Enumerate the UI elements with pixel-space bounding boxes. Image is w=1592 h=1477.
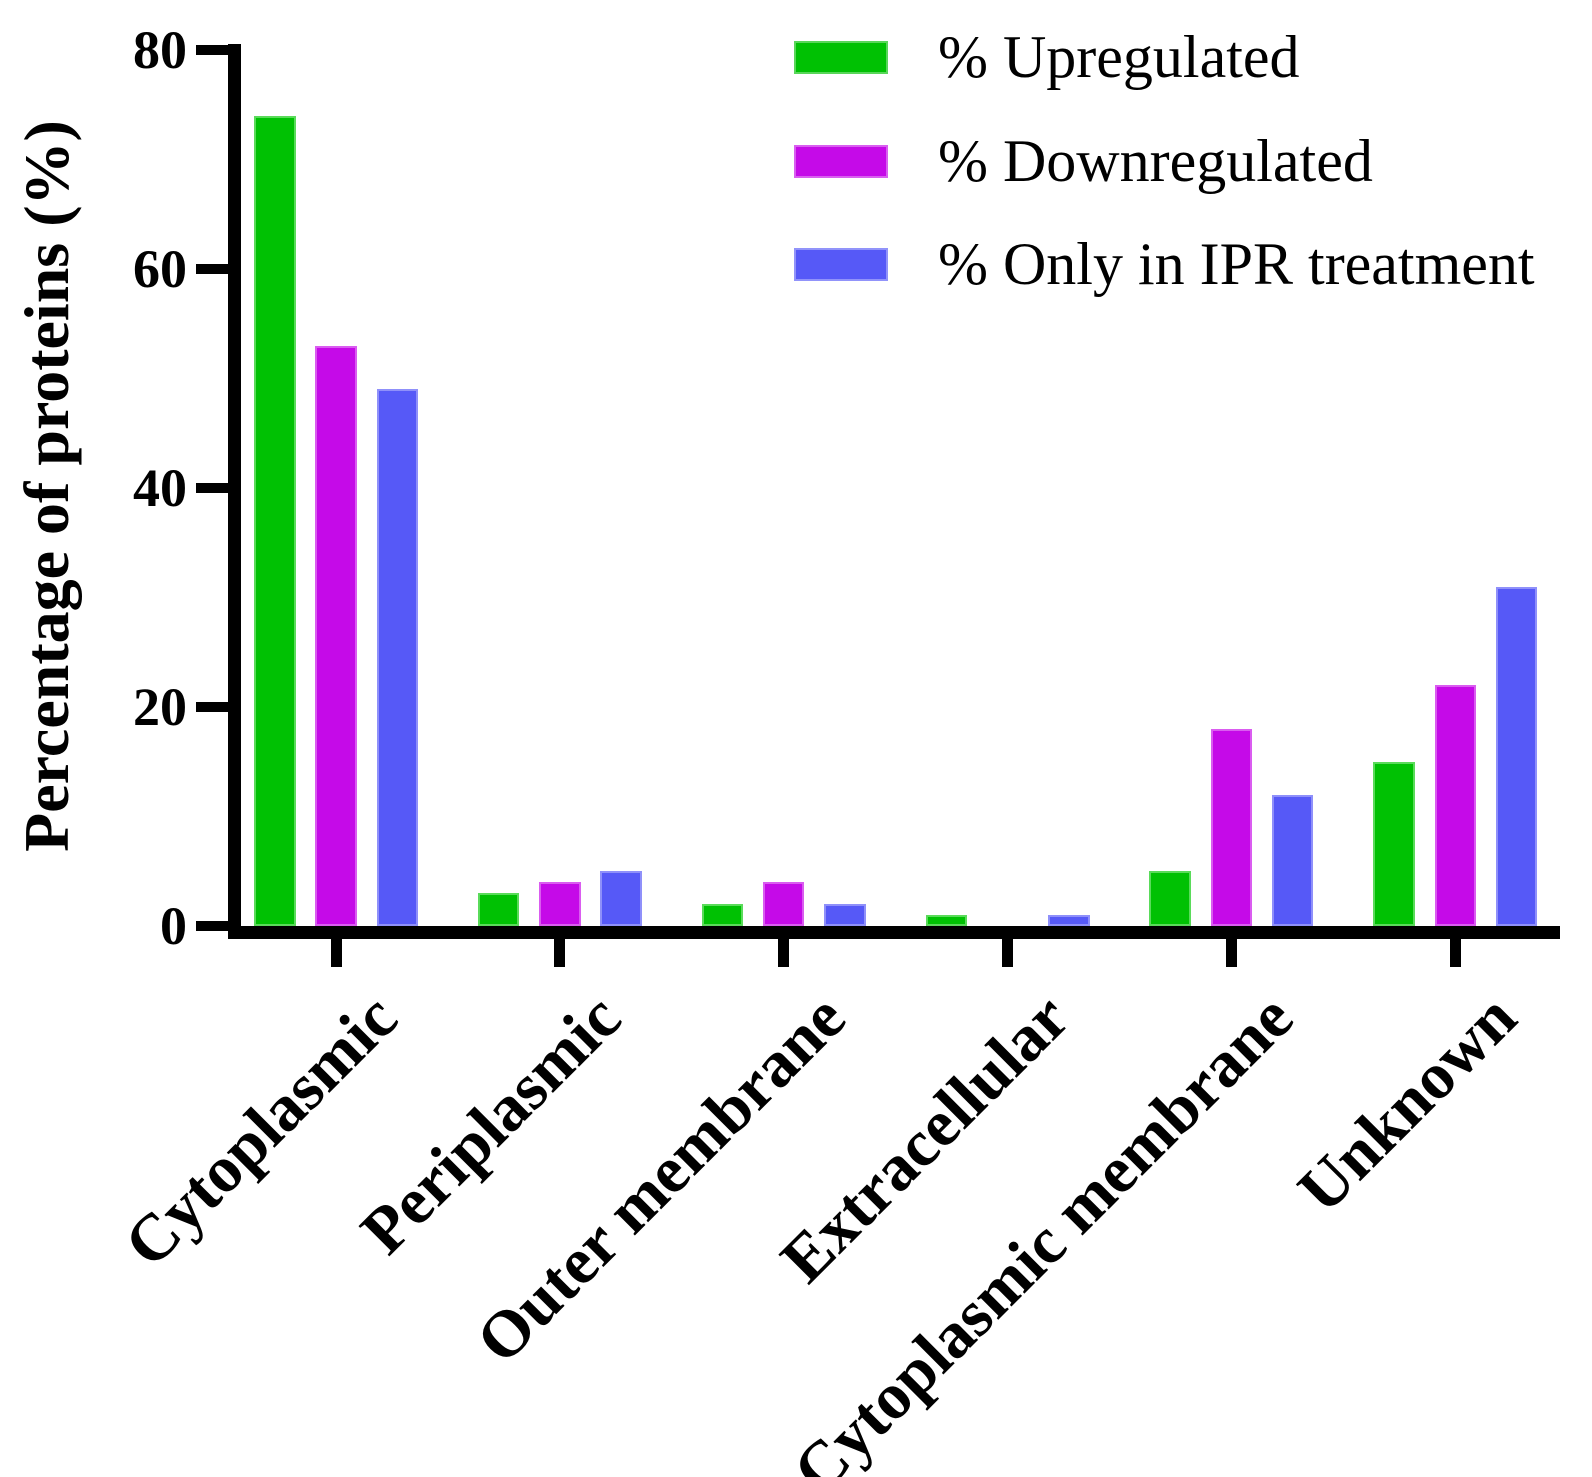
y-tick-label-20: 20	[133, 677, 187, 737]
x-tick-periplasmic	[554, 939, 566, 967]
bar-only-in-ipr-treatment-cytoplasmic	[376, 389, 418, 926]
bar-upregulated-cytoplasmic-membrane	[1149, 871, 1191, 926]
x-tick-unknown	[1449, 939, 1461, 967]
legend-label-only-in-ipr-treatment: % Only in IPR treatment	[938, 231, 1535, 297]
bar-only-in-ipr-treatment-cytoplasmic-membrane	[1271, 794, 1314, 926]
bar-upregulated-outer-membrane	[701, 904, 744, 926]
bar-downregulated-outer-membrane	[762, 882, 805, 926]
x-tick-cytoplasmic-membrane	[1225, 939, 1237, 967]
bar-upregulated-cytoplasmic	[254, 115, 296, 926]
y-tick-40	[196, 483, 230, 493]
bar-upregulated-extracellular	[925, 915, 968, 926]
bar-only-in-ipr-treatment-outer-membrane	[824, 904, 866, 926]
legend-label-downregulated: % Downregulated	[938, 128, 1373, 194]
legend-item-upregulated: % Upregulated	[794, 24, 1300, 90]
y-tick-label-0: 0	[160, 896, 187, 956]
legend-swatch-downregulated	[794, 144, 888, 178]
y-tick-label-60: 60	[133, 239, 187, 299]
y-tick-60	[196, 264, 230, 274]
legend-label-upregulated: % Upregulated	[938, 24, 1300, 90]
bar-upregulated-unknown	[1373, 761, 1415, 926]
bar-downregulated-cytoplasmic	[315, 345, 357, 926]
legend-swatch-upregulated	[794, 40, 888, 74]
bar-only-in-ipr-treatment-unknown	[1495, 586, 1538, 926]
bar-only-in-ipr-treatment-extracellular	[1048, 915, 1090, 926]
x-axis-line	[228, 926, 1560, 939]
y-tick-label-40: 40	[133, 458, 187, 518]
x-tick-extracellular	[1002, 939, 1014, 967]
bar-downregulated-unknown	[1434, 685, 1477, 926]
bar-downregulated-periplasmic	[539, 882, 581, 926]
x-axis-label-unknown: Unknown	[1284, 980, 1531, 1227]
y-tick-20	[196, 702, 230, 712]
bar-upregulated-periplasmic	[477, 893, 520, 926]
y-axis-line	[228, 44, 241, 939]
bar-only-in-ipr-treatment-periplasmic	[600, 871, 642, 926]
x-tick-outer-membrane	[778, 939, 790, 967]
y-tick-0	[196, 921, 230, 931]
bar-downregulated-cytoplasmic-membrane	[1210, 728, 1253, 926]
legend-item-only-in-ipr-treatment: % Only in IPR treatment	[794, 231, 1535, 297]
legend-item-downregulated: % Downregulated	[794, 128, 1373, 194]
y-tick-label-80: 80	[133, 20, 187, 80]
x-tick-cytoplasmic	[330, 939, 342, 967]
y-tick-80	[196, 45, 230, 55]
legend-swatch-only-in-ipr-treatment	[794, 247, 888, 281]
